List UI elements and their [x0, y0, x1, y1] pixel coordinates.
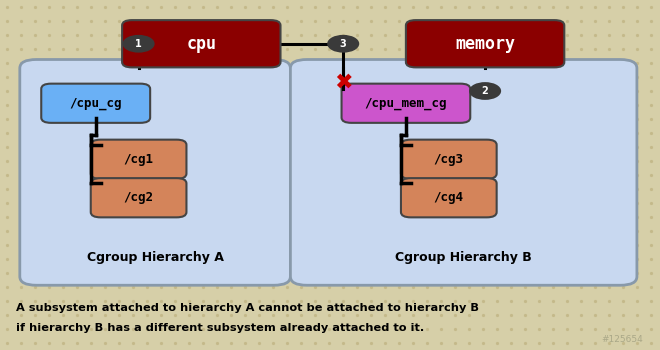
Text: /cpu_cg: /cpu_cg: [69, 97, 122, 110]
FancyBboxPatch shape: [342, 84, 470, 123]
FancyBboxPatch shape: [41, 84, 150, 123]
Circle shape: [328, 36, 358, 52]
FancyBboxPatch shape: [20, 60, 290, 285]
FancyBboxPatch shape: [406, 20, 564, 67]
FancyBboxPatch shape: [91, 178, 187, 217]
FancyBboxPatch shape: [91, 140, 187, 179]
Text: cpu: cpu: [186, 35, 216, 53]
Text: ✖: ✖: [334, 72, 352, 92]
Text: /cpu_mem_cg: /cpu_mem_cg: [364, 97, 447, 110]
Text: /cg1: /cg1: [123, 153, 154, 166]
FancyBboxPatch shape: [401, 140, 497, 179]
Text: if hierarchy B has a different subsystem already attached to it.: if hierarchy B has a different subsystem…: [16, 323, 425, 333]
Text: 1: 1: [135, 39, 142, 49]
Text: 3: 3: [340, 39, 347, 49]
Text: A subsystem attached to hierarchy A cannot be attached to hierarchy B: A subsystem attached to hierarchy A cann…: [16, 303, 480, 313]
Text: /cg3: /cg3: [434, 153, 464, 166]
Circle shape: [123, 36, 154, 52]
Circle shape: [470, 83, 500, 99]
Text: /cg2: /cg2: [123, 191, 154, 204]
Text: memory: memory: [455, 35, 515, 53]
FancyBboxPatch shape: [290, 60, 637, 285]
FancyBboxPatch shape: [401, 178, 497, 217]
Text: /cg4: /cg4: [434, 191, 464, 204]
Text: Cgroup Hierarchy A: Cgroup Hierarchy A: [86, 251, 224, 264]
Text: Cgroup Hierarchy B: Cgroup Hierarchy B: [395, 251, 532, 264]
FancyBboxPatch shape: [122, 20, 280, 67]
Text: #125654: #125654: [602, 335, 644, 344]
Text: 2: 2: [482, 86, 488, 96]
